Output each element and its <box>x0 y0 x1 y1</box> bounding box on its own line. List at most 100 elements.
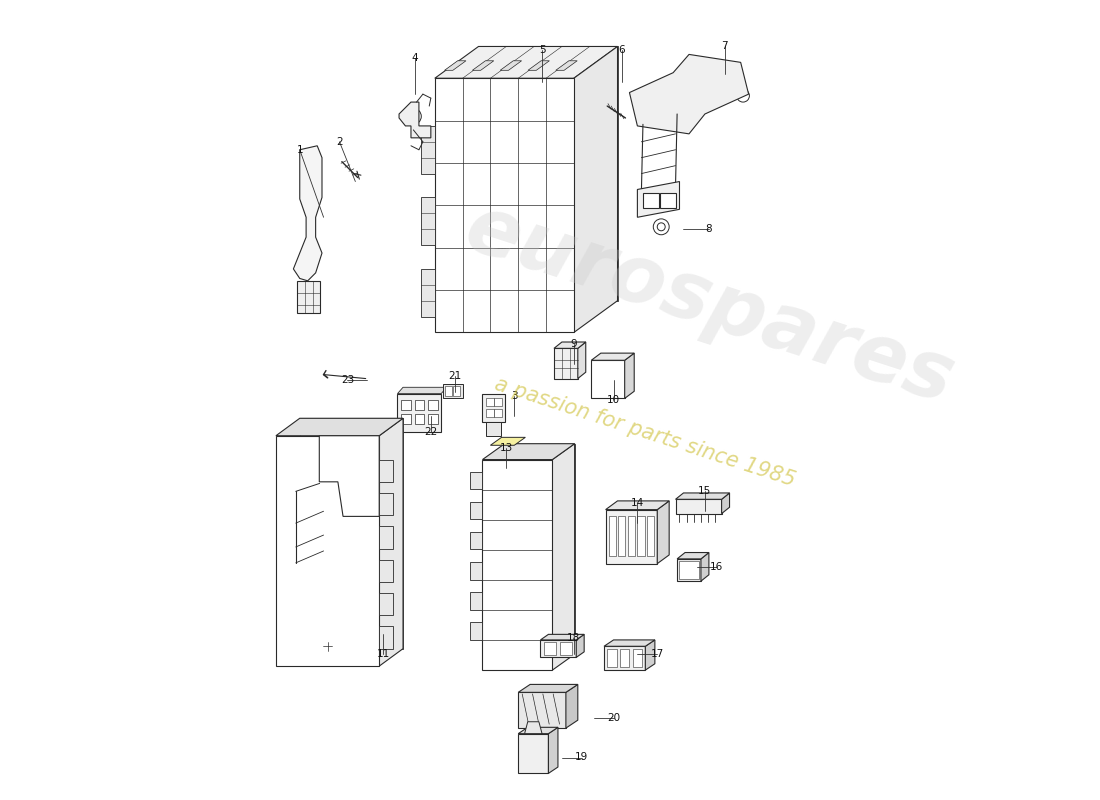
Polygon shape <box>500 61 521 70</box>
Polygon shape <box>420 269 434 317</box>
Polygon shape <box>494 398 503 406</box>
Polygon shape <box>470 502 483 519</box>
Polygon shape <box>397 387 447 394</box>
Polygon shape <box>604 646 646 670</box>
Text: 9: 9 <box>571 339 578 350</box>
Polygon shape <box>574 46 617 333</box>
Text: 15: 15 <box>698 486 712 496</box>
Polygon shape <box>592 353 635 360</box>
Polygon shape <box>483 394 505 422</box>
Text: 16: 16 <box>711 562 724 572</box>
Polygon shape <box>483 459 552 670</box>
Text: eurospares: eurospares <box>454 189 962 421</box>
Polygon shape <box>607 650 617 667</box>
Polygon shape <box>556 61 578 70</box>
Polygon shape <box>629 54 749 134</box>
Text: 13: 13 <box>499 442 513 453</box>
Polygon shape <box>472 61 494 70</box>
Text: 6: 6 <box>618 46 625 55</box>
Polygon shape <box>470 471 483 489</box>
Polygon shape <box>294 146 322 281</box>
Polygon shape <box>379 459 394 482</box>
Circle shape <box>406 109 421 124</box>
Polygon shape <box>505 444 574 654</box>
Text: 2: 2 <box>337 137 343 147</box>
Polygon shape <box>442 384 463 398</box>
Polygon shape <box>608 516 616 556</box>
Polygon shape <box>678 553 708 559</box>
Polygon shape <box>642 194 659 208</box>
Polygon shape <box>420 126 434 174</box>
Polygon shape <box>486 398 494 406</box>
Polygon shape <box>379 526 394 549</box>
Polygon shape <box>379 493 394 515</box>
Circle shape <box>320 639 334 654</box>
Polygon shape <box>525 722 542 734</box>
Circle shape <box>305 154 315 164</box>
Polygon shape <box>486 422 500 436</box>
Polygon shape <box>470 562 483 579</box>
Polygon shape <box>429 400 438 410</box>
Polygon shape <box>446 386 452 396</box>
Polygon shape <box>486 409 494 417</box>
Polygon shape <box>554 342 586 348</box>
Text: 5: 5 <box>539 46 546 55</box>
Polygon shape <box>379 626 394 649</box>
Polygon shape <box>620 650 629 667</box>
Polygon shape <box>637 516 645 556</box>
Text: 4: 4 <box>411 54 418 63</box>
Polygon shape <box>540 634 584 640</box>
Text: 20: 20 <box>607 713 620 722</box>
Polygon shape <box>402 414 411 424</box>
Text: 23: 23 <box>341 375 354 385</box>
Polygon shape <box>618 516 626 556</box>
Polygon shape <box>552 444 574 670</box>
Text: 19: 19 <box>575 753 589 762</box>
Polygon shape <box>625 353 635 398</box>
Polygon shape <box>701 553 708 581</box>
Polygon shape <box>658 501 669 564</box>
Polygon shape <box>518 692 565 728</box>
Polygon shape <box>554 348 578 378</box>
Polygon shape <box>675 493 729 499</box>
Polygon shape <box>402 400 411 410</box>
Polygon shape <box>637 182 680 218</box>
Polygon shape <box>276 418 403 436</box>
Polygon shape <box>560 642 572 655</box>
Polygon shape <box>494 409 503 417</box>
Text: 18: 18 <box>568 634 581 643</box>
Polygon shape <box>606 510 658 564</box>
Polygon shape <box>434 46 617 78</box>
Polygon shape <box>632 650 642 667</box>
Text: 7: 7 <box>722 42 728 51</box>
Polygon shape <box>606 501 669 510</box>
Polygon shape <box>578 342 586 378</box>
Polygon shape <box>604 640 654 646</box>
Circle shape <box>658 223 666 230</box>
Polygon shape <box>434 78 574 333</box>
Text: a passion for parts since 1985: a passion for parts since 1985 <box>493 374 799 490</box>
Text: 1: 1 <box>296 145 304 154</box>
Polygon shape <box>420 198 434 245</box>
Polygon shape <box>470 532 483 550</box>
Polygon shape <box>549 727 558 774</box>
Polygon shape <box>675 499 722 514</box>
Circle shape <box>737 90 749 102</box>
Polygon shape <box>491 438 526 446</box>
Polygon shape <box>722 493 729 514</box>
Polygon shape <box>660 194 676 208</box>
Polygon shape <box>518 727 558 734</box>
Polygon shape <box>543 642 557 655</box>
Polygon shape <box>470 622 483 640</box>
Circle shape <box>653 219 669 234</box>
Text: 10: 10 <box>607 395 620 405</box>
Polygon shape <box>540 640 576 658</box>
Polygon shape <box>300 418 403 649</box>
Polygon shape <box>646 640 654 670</box>
Polygon shape <box>444 61 466 70</box>
Polygon shape <box>415 414 425 424</box>
Polygon shape <box>399 102 431 138</box>
Polygon shape <box>483 444 574 459</box>
Polygon shape <box>470 592 483 610</box>
Text: 17: 17 <box>650 650 664 659</box>
